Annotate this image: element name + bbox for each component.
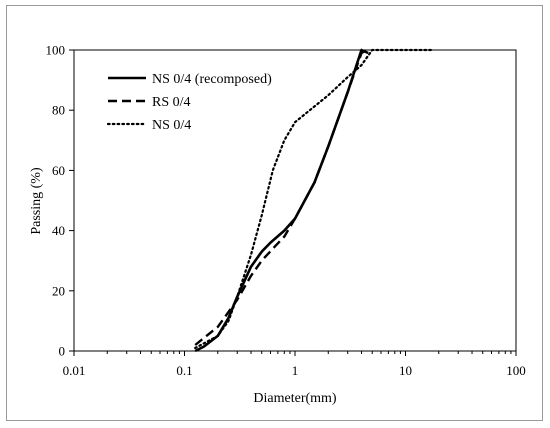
series-layer (194, 48, 435, 353)
x-tick-label: 1 (292, 363, 299, 378)
y-axis-ticks: 0 20 40 60 80 100 (46, 43, 74, 359)
x-tick-label: 0.1 (176, 363, 192, 378)
y-axis-label: Passing (%) (29, 167, 44, 235)
legend-label: NS 0/4 (152, 118, 191, 133)
legend: NS 0/4 (recomposed) RS 0/4 NS 0/4 (106, 72, 272, 133)
series-line-solid (194, 48, 369, 353)
y-tick-label: 60 (52, 163, 65, 178)
y-tick-label: 0 (59, 344, 66, 359)
series-line-dashed (194, 48, 368, 346)
x-tick-label: 100 (506, 363, 526, 378)
x-tick-label: 0.01 (63, 363, 86, 378)
y-tick-label: 80 (52, 103, 65, 118)
legend-label: RS 0/4 (152, 95, 191, 110)
legend-label: NS 0/4 (recomposed) (152, 72, 272, 87)
series-line-dotted (194, 48, 435, 350)
y-tick-label: 100 (46, 43, 66, 58)
chart-frame (6, 5, 543, 421)
y-tick-label: 40 (52, 223, 65, 238)
x-tick-label: 10 (399, 363, 412, 378)
x-axis-label: Diameter(mm) (253, 391, 337, 406)
plot-area (73, 49, 517, 352)
y-tick-label: 20 (52, 283, 65, 298)
x-axis-ticks: 0.01 0.1 1 10 100 (63, 351, 526, 378)
